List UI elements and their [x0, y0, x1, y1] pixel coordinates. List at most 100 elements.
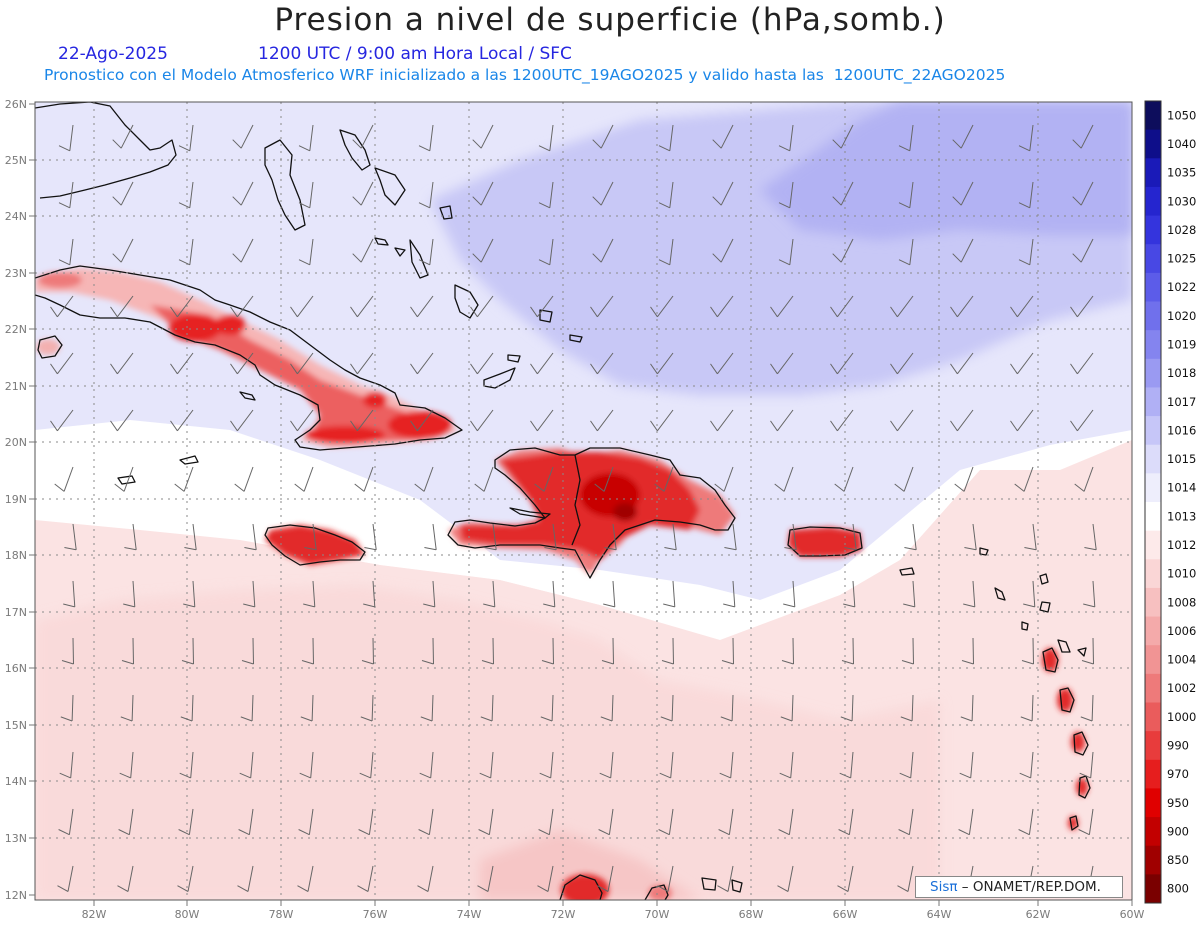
wind-barb-shaft: [672, 637, 674, 665]
wind-barb-flag: [360, 716, 373, 722]
wind-barb-shaft: [597, 352, 614, 375]
wind-barb-shaft: [848, 808, 854, 835]
wind-barb-flag: [538, 259, 551, 266]
wind-barb-flag: [963, 603, 975, 608]
wind-barb-flag: [650, 306, 658, 318]
wind-barb-shaft: [600, 238, 614, 263]
wind-barb-shaft: [1077, 352, 1094, 375]
lat-label: 12N: [5, 889, 27, 902]
wind-barb-flag: [361, 660, 374, 665]
wind-barb-flag: [590, 420, 598, 432]
wind-barb-shaft: [360, 124, 374, 149]
lat-label: 14N: [5, 775, 27, 788]
wind-barb-flag: [657, 885, 669, 892]
wind-barb-shaft: [123, 466, 134, 492]
wind-barb-flag: [418, 259, 431, 266]
wind-barb-shaft: [187, 865, 194, 892]
wind-barb-shaft: [132, 580, 136, 607]
wind-barb-shaft: [603, 466, 614, 492]
wind-barb-flag: [352, 253, 362, 263]
wind-barb-shaft: [732, 523, 737, 550]
wind-barb-shaft: [190, 751, 194, 778]
lon-label: 60W: [1120, 908, 1145, 921]
wind-barb-flag: [417, 885, 429, 892]
lat-lon-grid: [35, 102, 1132, 900]
pressure-field: [35, 102, 1132, 900]
wind-barb-flag: [1024, 547, 1037, 551]
lon-label: 82W: [82, 908, 107, 921]
wind-barb-shaft: [788, 808, 794, 835]
wind-barb-flag: [121, 660, 134, 665]
colorbar-label: 1012: [1167, 538, 1196, 552]
wind-barb-shaft: [717, 295, 734, 318]
wind-barb-flag: [534, 483, 545, 492]
wind-barb-flag: [418, 202, 431, 209]
wind-barb-flag: [110, 306, 118, 318]
wind-barb-flag: [364, 547, 377, 551]
wind-barb-flag: [784, 547, 797, 551]
wind-barb-flag: [719, 772, 731, 779]
wind-barb-flag: [120, 716, 133, 722]
wind-barb-flag: [297, 885, 309, 892]
wind-barb-flag: [950, 363, 958, 375]
credit-org: – ONAMET/REP.DOM.: [961, 879, 1101, 895]
wind-barb-shaft: [72, 523, 77, 550]
wind-barb-shaft: [416, 409, 434, 432]
wind-barb-flag: [1020, 716, 1033, 722]
colorbar-swatch: [1145, 158, 1161, 188]
wind-barb-shaft: [69, 124, 74, 151]
wind-barb-shaft: [787, 865, 794, 892]
colorbar-label: 900: [1167, 824, 1189, 838]
wind-barb-shaft: [1029, 181, 1034, 208]
wind-barb-flag: [898, 202, 911, 209]
wind-barb-shaft: [480, 238, 494, 263]
wind-barb-shaft: [960, 181, 974, 206]
wind-barb-flag: [303, 603, 315, 608]
wind-barb-shaft: [1017, 409, 1034, 432]
lat-label: 24N: [5, 210, 27, 223]
wind-barb-flag: [61, 660, 74, 665]
wind-barb-shaft: [432, 523, 437, 550]
wind-barb-shaft: [1088, 808, 1094, 835]
wind-barb-shaft: [897, 295, 914, 318]
wind-barb-shaft: [608, 808, 614, 835]
wind-barb-flag: [1070, 420, 1078, 432]
wind-barb-shaft: [416, 352, 434, 375]
wind-barb-flag: [1014, 483, 1025, 492]
wind-barb-flag: [477, 885, 489, 892]
wind-barb-flag: [590, 363, 598, 375]
wind-barb-flag: [604, 547, 617, 551]
wind-barb-shaft: [732, 580, 736, 607]
colorbar-swatch: [1145, 788, 1161, 818]
wind-barb-flag: [710, 420, 718, 432]
wind-barb-flag: [470, 420, 478, 432]
wind-barb-shaft: [132, 523, 137, 550]
wind-barb-shaft: [120, 181, 134, 206]
wind-barb-shaft: [1080, 181, 1094, 206]
wind-barb-shaft: [309, 124, 314, 151]
wind-barb-flag: [410, 306, 418, 318]
lat-label: 20N: [5, 436, 27, 449]
wind-barb-shaft: [356, 295, 374, 318]
wind-barb-flag: [1018, 259, 1031, 266]
wind-barb-flag: [1010, 420, 1018, 432]
wind-barb-flag: [1021, 660, 1034, 665]
wind-barb-flag: [112, 253, 122, 263]
wind-barb-flag: [659, 772, 671, 779]
wind-barb-shaft: [911, 694, 914, 722]
wind-barb-flag: [1019, 772, 1031, 779]
wind-barb-shaft: [312, 580, 316, 607]
wind-barb-flag: [178, 145, 191, 152]
wind-barb-flag: [950, 306, 958, 318]
wind-barb-shaft: [432, 580, 436, 607]
colorbar-label: 1030: [1167, 194, 1196, 208]
wind-barb-shaft: [372, 637, 374, 665]
wind-barb-shaft: [912, 580, 916, 607]
wind-barb-flag: [1072, 196, 1082, 206]
wind-barb-flag: [717, 885, 729, 892]
wind-barb-shaft: [549, 124, 554, 151]
wind-barb-shaft: [189, 181, 194, 208]
wind-barb-flag: [897, 885, 909, 892]
colorbar-swatch: [1145, 129, 1161, 159]
wind-barb-flag: [472, 139, 482, 149]
